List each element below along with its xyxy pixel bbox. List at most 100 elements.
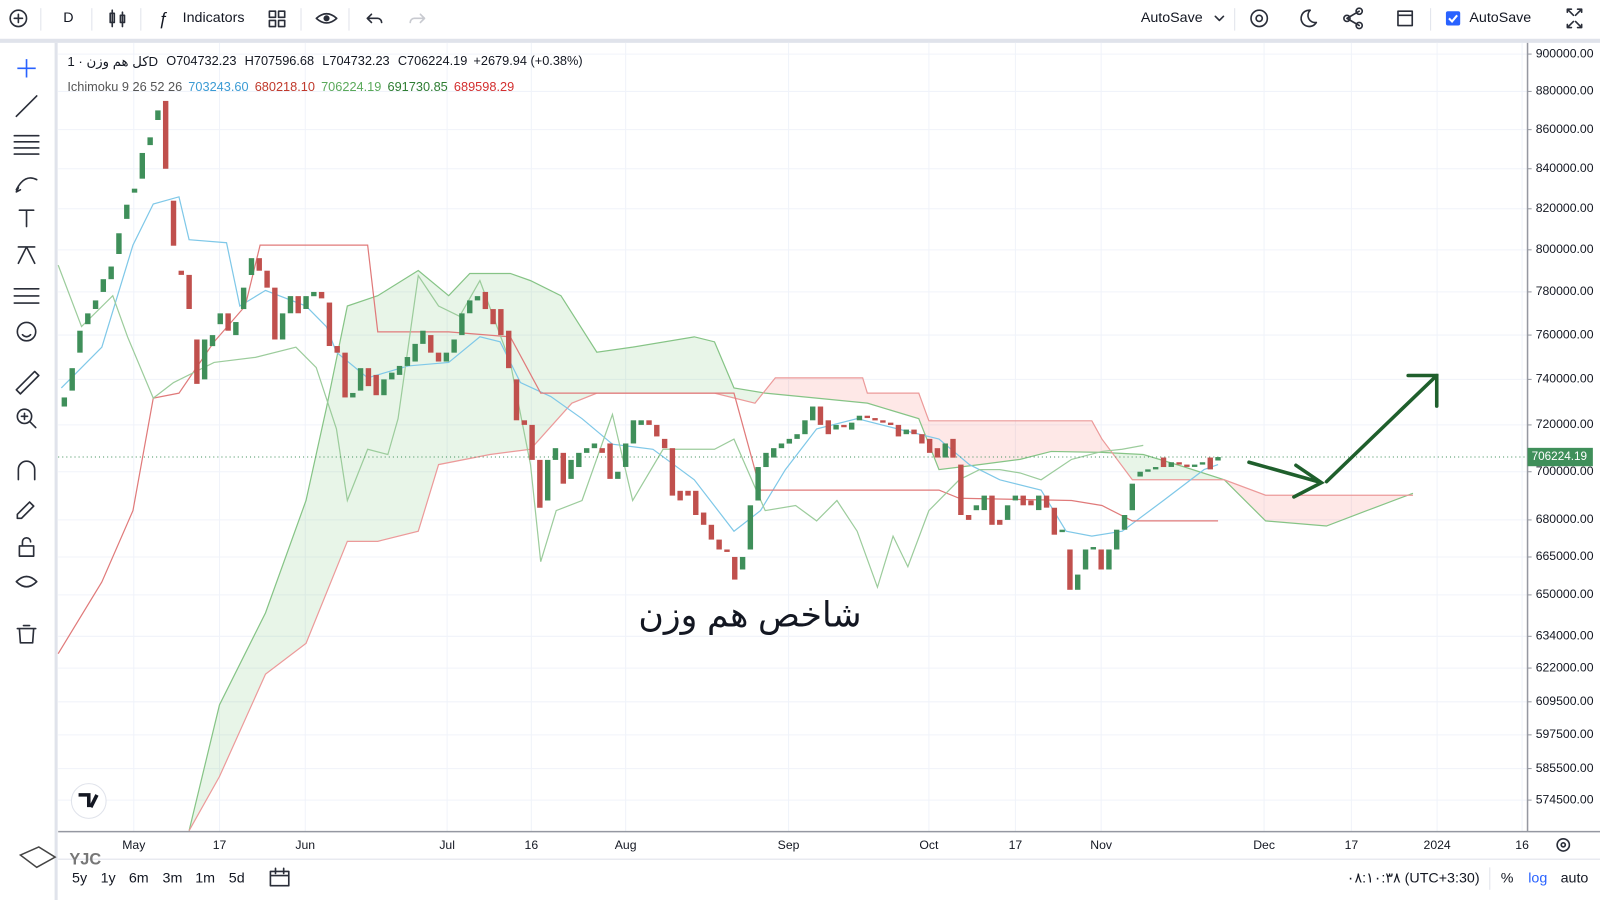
indicator-name: Ichimoku 9 26 52 26 <box>67 79 182 94</box>
delete-tool[interactable] <box>16 624 37 644</box>
range-buttons: 5y 1y 6m 3m 1m 5d <box>72 870 245 886</box>
zoom-tool[interactable] <box>16 408 33 425</box>
range-button[interactable]: 6m <box>129 870 149 886</box>
share-icon <box>1355 7 1364 16</box>
candle-body <box>950 438 956 458</box>
candle-body <box>669 448 676 496</box>
settings-button[interactable] <box>1250 9 1269 28</box>
candle-body <box>108 266 114 280</box>
range-button[interactable]: 5d <box>229 870 245 886</box>
x-tick-label: 17 <box>213 838 227 852</box>
y-tick-label: 840000.00 <box>1536 161 1594 175</box>
candle-body <box>755 467 761 501</box>
x-tick-label: 2024 <box>1424 838 1451 852</box>
interval-button[interactable]: D <box>63 10 73 26</box>
candle-body <box>69 368 75 391</box>
text-tool[interactable] <box>18 209 35 228</box>
candle-body <box>467 300 473 314</box>
autosave-menu[interactable]: AutoSave <box>1141 10 1203 26</box>
y-tick-label: 665000.00 <box>1536 549 1594 563</box>
candle-body <box>334 346 340 353</box>
candle-body <box>545 459 551 501</box>
trend-line-tool[interactable] <box>15 95 38 118</box>
share-icon <box>1343 14 1351 23</box>
crosshair-tool[interactable] <box>17 59 36 78</box>
range-button[interactable]: 1m <box>195 870 215 886</box>
check-mark <box>1448 14 1458 23</box>
candles <box>61 100 1221 590</box>
theme-button[interactable] <box>1300 9 1318 28</box>
candle-body <box>521 420 528 425</box>
candle-body <box>404 357 411 366</box>
add-symbol-button[interactable] <box>9 9 28 28</box>
candle-body <box>1160 457 1167 468</box>
candle-body <box>926 438 933 453</box>
brush-tool[interactable] <box>15 177 38 193</box>
chart-type-button[interactable] <box>109 9 126 28</box>
candle-body <box>264 270 270 288</box>
draw-mode-tool[interactable] <box>16 501 35 520</box>
candle-body <box>903 429 909 435</box>
candle-body <box>1028 500 1034 506</box>
hide-drawings-tool[interactable] <box>15 575 38 588</box>
eye-pupil <box>323 15 330 22</box>
layouts-button[interactable] <box>268 10 286 28</box>
change: +2679.94 (+0.38%) <box>473 54 582 69</box>
fib-tool[interactable] <box>13 134 40 155</box>
x-tick-label: 17 <box>1345 838 1359 852</box>
lock-tool[interactable] <box>18 536 35 557</box>
percent-toggle[interactable]: % <box>1501 870 1514 886</box>
fullscreen-button[interactable] <box>1566 8 1583 29</box>
x-tick-label: 16 <box>525 838 539 852</box>
forecast-tool[interactable] <box>13 287 40 304</box>
candle-body <box>1043 495 1050 508</box>
candle-body <box>817 406 824 425</box>
candle-body <box>599 448 605 453</box>
candle-body <box>622 443 629 467</box>
magnet-tool[interactable] <box>17 460 36 481</box>
candle-body <box>981 495 987 511</box>
icon-tool[interactable] <box>16 321 37 342</box>
candle-body <box>474 296 481 301</box>
candle-body <box>482 291 489 310</box>
candle-body <box>537 459 543 508</box>
candle-body <box>1059 529 1065 533</box>
candle-body <box>240 287 247 310</box>
candle-body <box>591 443 598 449</box>
ichimoku-legend: Ichimoku 9 26 52 26 703243.60 680218.10 706… <box>67 79 514 94</box>
ichimoku-lines <box>57 196 1528 832</box>
candle-body <box>802 420 808 435</box>
range-button[interactable]: 5y <box>72 870 88 886</box>
goto-date-button[interactable] <box>269 867 290 887</box>
hide-button[interactable] <box>315 12 338 24</box>
chart-annotation: شاخص هم وزن <box>638 597 861 636</box>
ruler-tool[interactable] <box>15 370 40 395</box>
candle-body <box>396 365 403 375</box>
candle-body <box>1129 483 1135 511</box>
axis-settings-button[interactable] <box>1556 837 1571 852</box>
y-tick-label: 597500.00 <box>1536 727 1594 741</box>
candle-body <box>739 556 746 570</box>
candle-body <box>85 313 91 325</box>
candle-body <box>303 296 309 309</box>
undo-button[interactable] <box>366 13 383 24</box>
auto-toggle[interactable]: auto <box>1561 870 1589 886</box>
indicators-icon: ƒ <box>158 8 168 28</box>
y-tick-label: 622000.00 <box>1536 660 1594 674</box>
redo-button[interactable] <box>409 13 426 24</box>
candle-body <box>1004 505 1011 520</box>
candle-body <box>155 110 161 120</box>
snapshot-button[interactable] <box>1397 10 1414 27</box>
range-button[interactable]: 1y <box>101 870 117 886</box>
candle-body <box>716 539 722 550</box>
indicator-line <box>57 244 1219 654</box>
autosave-label[interactable]: AutoSave <box>1469 10 1531 26</box>
log-toggle[interactable]: log <box>1528 870 1547 886</box>
range-button[interactable]: 3m <box>163 870 183 886</box>
autosave-checkbox[interactable] <box>1445 11 1461 26</box>
pattern-tool[interactable] <box>17 246 36 265</box>
candle-body <box>342 352 348 398</box>
low: L704732.23 <box>322 54 389 69</box>
indicators-button[interactable]: Indicators <box>183 10 245 26</box>
